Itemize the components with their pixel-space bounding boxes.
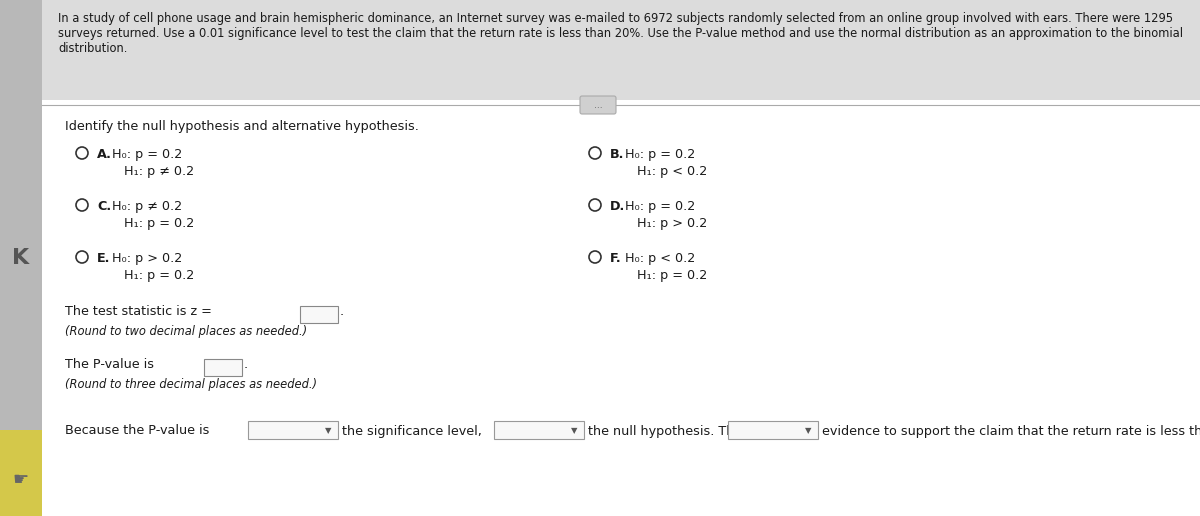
Text: A.: A. [97, 148, 112, 161]
Text: In a study of cell phone usage and brain hemispheric dominance, an Internet surv: In a study of cell phone usage and brain… [58, 12, 1174, 25]
Bar [204, 359, 242, 376]
Text: (Round to three decimal places as needed.): (Round to three decimal places as needed… [65, 378, 317, 391]
Text: B.: B. [610, 148, 624, 161]
Text: H₁: p ≠ 0.2: H₁: p ≠ 0.2 [124, 165, 194, 178]
Text: H₀: p = 0.2: H₀: p = 0.2 [112, 148, 182, 161]
Text: E.: E. [97, 252, 110, 265]
Text: ☛: ☛ [13, 471, 29, 489]
Bar [42, 0, 1200, 100]
Text: (Round to two decimal places as needed.): (Round to two decimal places as needed.) [65, 325, 307, 338]
Text: H₀: p ≠ 0.2: H₀: p ≠ 0.2 [112, 200, 182, 213]
Text: H₀: p < 0.2: H₀: p < 0.2 [625, 252, 695, 265]
Text: F.: F. [610, 252, 622, 265]
Text: The P-value is: The P-value is [65, 358, 154, 371]
Text: ▼: ▼ [805, 427, 811, 436]
Text: K: K [12, 248, 30, 268]
Text: H₀: p = 0.2: H₀: p = 0.2 [625, 200, 695, 213]
Text: the significance level,: the significance level, [342, 425, 482, 438]
Text: H₀: p > 0.2: H₀: p > 0.2 [112, 252, 182, 265]
Text: Identify the null hypothesis and alternative hypothesis.: Identify the null hypothesis and alterna… [65, 120, 419, 133]
Bar [728, 421, 818, 439]
Text: distribution.: distribution. [58, 42, 127, 55]
Text: The test statistic is z =: The test statistic is z = [65, 305, 212, 318]
Text: D.: D. [610, 200, 625, 213]
Text: Because the P-value is: Because the P-value is [65, 425, 209, 438]
Text: H₁: p < 0.2: H₁: p < 0.2 [637, 165, 707, 178]
Bar [494, 421, 584, 439]
Text: the null hypothesis. There is: the null hypothesis. There is [588, 425, 769, 438]
Text: .: . [340, 305, 344, 318]
Text: H₁: p > 0.2: H₁: p > 0.2 [637, 217, 707, 230]
Text: ▼: ▼ [325, 427, 331, 436]
Text: H₁: p = 0.2: H₁: p = 0.2 [637, 269, 707, 282]
Text: C.: C. [97, 200, 112, 213]
Bar [0, 0, 42, 516]
Bar [300, 306, 338, 323]
Bar [0, 430, 42, 516]
Text: ▼: ▼ [571, 427, 577, 436]
Text: evidence to support the claim that the return rate is less than 20%.: evidence to support the claim that the r… [822, 425, 1200, 438]
Text: H₀: p = 0.2: H₀: p = 0.2 [625, 148, 695, 161]
Text: H₁: p = 0.2: H₁: p = 0.2 [124, 217, 194, 230]
Text: H₁: p = 0.2: H₁: p = 0.2 [124, 269, 194, 282]
Bar [248, 421, 338, 439]
Text: ...: ... [594, 101, 602, 109]
Text: .: . [244, 358, 248, 371]
FancyBboxPatch shape [580, 96, 616, 114]
Text: surveys returned. Use a 0.01 significance level to test the claim that the retur: surveys returned. Use a 0.01 significanc… [58, 27, 1183, 40]
